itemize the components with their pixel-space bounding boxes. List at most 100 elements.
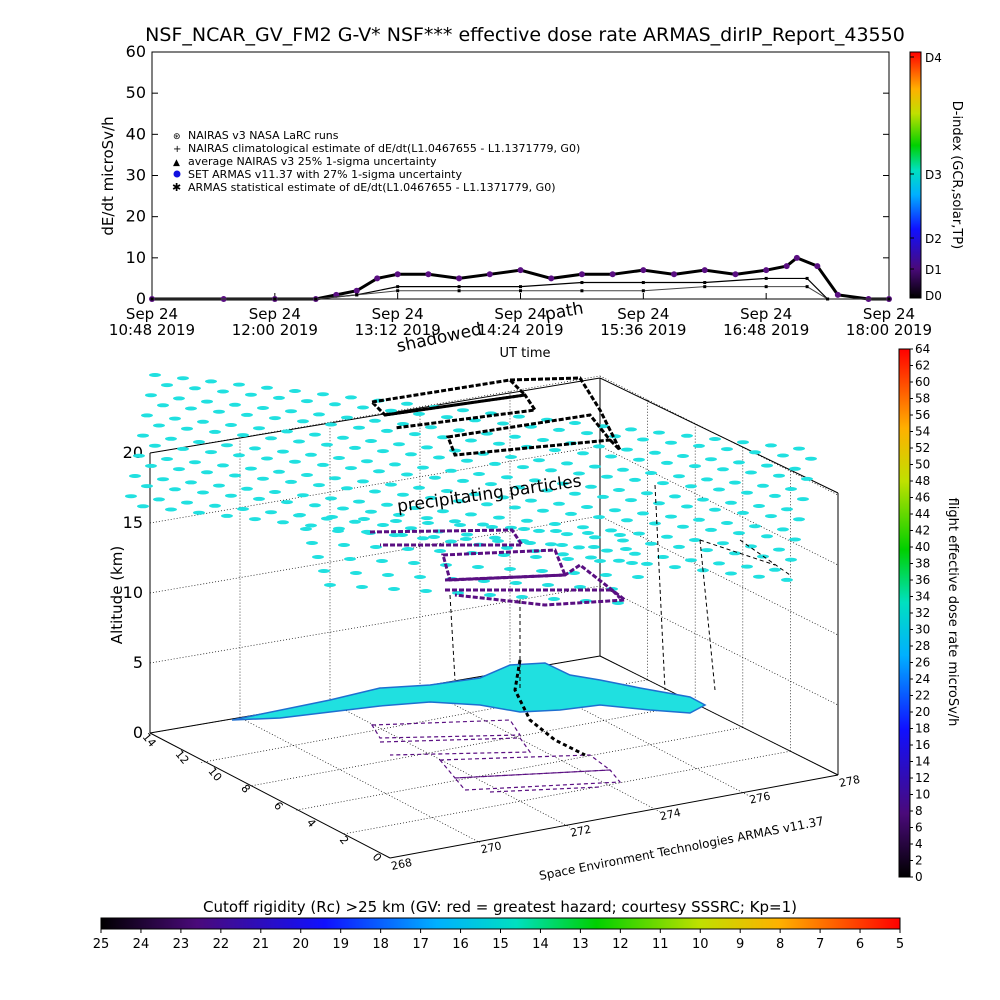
particle-mark bbox=[317, 462, 329, 467]
particle-mark bbox=[408, 561, 420, 565]
rc-tick-label: 15 bbox=[492, 937, 509, 952]
particle-mark bbox=[237, 433, 249, 438]
particle-mark bbox=[437, 509, 449, 514]
particle-mark bbox=[421, 516, 433, 521]
set-armas-point bbox=[609, 271, 616, 278]
particle-mark bbox=[693, 517, 705, 522]
dindex-tick-label: D2 bbox=[925, 232, 942, 246]
particle-mark bbox=[653, 430, 665, 435]
series-point-2 bbox=[826, 297, 830, 301]
set-armas-point bbox=[353, 287, 360, 294]
particle-mark bbox=[665, 440, 677, 445]
particle-mark bbox=[213, 483, 225, 488]
particle-mark bbox=[737, 440, 749, 445]
particle-mark bbox=[245, 392, 257, 397]
dindex-colorbar bbox=[909, 51, 922, 299]
particle-mark bbox=[565, 511, 577, 516]
top-y-tick-label: 20 bbox=[126, 207, 146, 226]
particle-mark bbox=[457, 408, 469, 413]
particle-mark bbox=[801, 476, 813, 481]
particle-mark bbox=[689, 464, 701, 469]
legend-entry-nairas-climatological: NAIRAS climatological estimate of dE/dt(… bbox=[188, 142, 580, 155]
particle-mark bbox=[301, 399, 313, 404]
particle-mark bbox=[669, 494, 681, 499]
rc-tick-label: 11 bbox=[652, 937, 669, 952]
particle-mark bbox=[289, 459, 301, 464]
particle-mark bbox=[509, 505, 521, 510]
dose-tick-label: 48 bbox=[915, 474, 930, 488]
particle-mark bbox=[537, 438, 549, 442]
particle-mark bbox=[369, 489, 381, 494]
legend-entry-set-armas: SET ARMAS v11.37 with 27% 1-sigma uncert… bbox=[188, 168, 462, 181]
particle-mark bbox=[461, 458, 473, 463]
particle-mark bbox=[773, 547, 785, 552]
particle-mark bbox=[601, 474, 613, 479]
particle-mark bbox=[536, 569, 548, 573]
rc-tick-label: 22 bbox=[213, 937, 230, 952]
particle-mark bbox=[390, 519, 402, 523]
particle-mark bbox=[181, 500, 193, 505]
top-y-ticks: 0 10 20 30 40 50 60 bbox=[126, 42, 889, 308]
dose-colorbar bbox=[898, 348, 911, 878]
particle-mark bbox=[241, 486, 253, 491]
particle-mark bbox=[737, 510, 749, 515]
particle-mark bbox=[301, 473, 313, 477]
particle-mark bbox=[193, 440, 205, 444]
precipitating-particles-label: precipitating particles bbox=[396, 471, 583, 517]
particle-mark bbox=[481, 502, 493, 507]
dose-tick-label: 50 bbox=[915, 458, 930, 472]
particle-mark bbox=[557, 552, 569, 557]
particle-mark bbox=[309, 432, 321, 437]
particle-mark bbox=[545, 468, 557, 473]
series-point-1 bbox=[805, 276, 809, 280]
particle-mark bbox=[637, 511, 649, 516]
particle-mark bbox=[306, 541, 318, 545]
particle-mark bbox=[253, 496, 265, 501]
particle-mark bbox=[388, 587, 400, 591]
particle-mark bbox=[197, 419, 209, 424]
particle-mark bbox=[125, 494, 137, 499]
rc-tick-label: 7 bbox=[816, 937, 824, 952]
particle-mark bbox=[525, 498, 537, 503]
particle-mark bbox=[541, 488, 553, 493]
particle-mark bbox=[173, 467, 185, 472]
grid-back-horizontal bbox=[149, 445, 601, 524]
particle-mark bbox=[789, 466, 801, 471]
particle-mark bbox=[594, 559, 606, 563]
particle-mark bbox=[449, 448, 461, 453]
particle-mark bbox=[777, 527, 789, 532]
particle-mark bbox=[193, 510, 205, 515]
particle-mark bbox=[325, 422, 337, 427]
particle-mark bbox=[561, 532, 573, 537]
particle-mark bbox=[249, 517, 261, 522]
rc-tick-label: 25 bbox=[93, 937, 110, 952]
dindex-label: D-index (GCR,solar,TP) bbox=[949, 101, 964, 249]
top-x-tick-label-time: 18:00 2019 bbox=[846, 321, 932, 339]
particle-mark bbox=[233, 382, 245, 387]
set-armas-point bbox=[701, 267, 708, 274]
dindex-tick-label: D3 bbox=[925, 168, 942, 182]
particle-mark bbox=[241, 412, 253, 417]
series-point-1 bbox=[641, 281, 645, 285]
particle-mark bbox=[486, 525, 498, 529]
particle-mark bbox=[469, 418, 481, 423]
top-x-axis-label: UT time bbox=[500, 346, 551, 361]
particle-mark bbox=[613, 558, 625, 563]
particle-mark bbox=[733, 531, 745, 536]
particle-mark bbox=[313, 483, 325, 488]
particle-mark bbox=[729, 551, 741, 556]
particle-mark bbox=[705, 527, 717, 532]
particle-mark bbox=[324, 583, 336, 587]
particle-mark bbox=[521, 518, 533, 523]
rc-tick-label: 21 bbox=[253, 937, 270, 952]
particle-mark bbox=[549, 522, 561, 526]
series-point-2 bbox=[273, 297, 277, 301]
particle-mark bbox=[417, 536, 429, 541]
set-armas-point bbox=[671, 271, 678, 278]
legend-marker-armas-statistical: ✱ bbox=[172, 181, 181, 194]
particle-mark bbox=[545, 542, 557, 547]
particle-mark bbox=[341, 486, 353, 491]
particle-mark bbox=[401, 472, 413, 477]
particle-mark bbox=[145, 393, 157, 398]
particle-mark bbox=[377, 523, 389, 527]
